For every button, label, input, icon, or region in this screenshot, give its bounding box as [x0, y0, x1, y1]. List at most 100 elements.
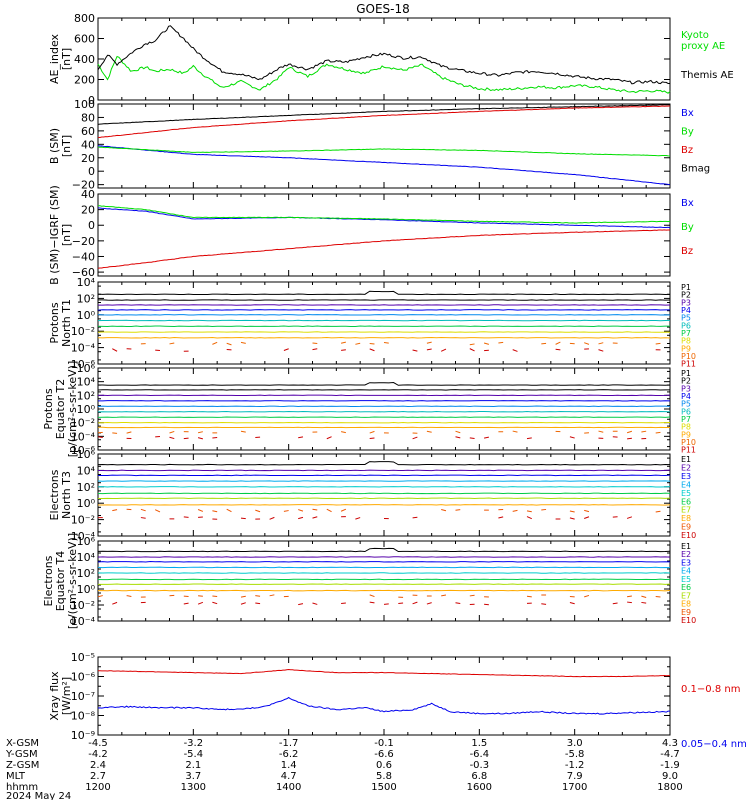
series-E9-segment — [570, 511, 575, 512]
series-E10-segment — [212, 602, 217, 603]
series-P10-segment — [656, 432, 661, 433]
y-tick-label: 600 — [74, 33, 95, 46]
series-P10-segment — [212, 342, 217, 344]
series-P10-segment — [370, 431, 375, 433]
legend-Bz: Bz — [681, 145, 693, 156]
y-tick-label: 60 — [81, 125, 95, 138]
series-E10-segment — [413, 517, 418, 518]
legend-Bx: Bx — [681, 198, 694, 209]
y-axis-label: [p/(cm²-s-sr-keV)] — [66, 361, 79, 458]
y-tick-label: 10⁰ — [77, 497, 96, 510]
series-By — [98, 206, 670, 223]
orbit-value-z: 1.4 — [281, 760, 297, 771]
orbit-value-z: -1.9 — [660, 760, 680, 771]
orbit-value-hhmm: 1500 — [371, 782, 396, 793]
series-P10-segment — [627, 431, 632, 432]
orbit-value-hhmm: 1800 — [657, 782, 682, 793]
legend-E10: E10 — [681, 616, 696, 625]
series-P10-segment — [541, 343, 546, 344]
y-tick-label: 10⁻² — [71, 325, 95, 338]
y-tick-label: 10⁻⁷ — [71, 690, 95, 703]
series-E10-segment — [270, 517, 275, 519]
series-P11-segment — [198, 438, 203, 439]
y-tick-label: 10⁻⁴ — [71, 342, 96, 355]
series-E9-segment — [470, 595, 475, 596]
series-P10-segment — [384, 342, 389, 343]
legend-Bmag: Bmag — [681, 164, 710, 175]
orbit-value-y: -6.4 — [470, 749, 490, 760]
series-E9-segment — [527, 596, 532, 597]
y-tick-label: 10⁶ — [77, 362, 96, 375]
series-P10-segment — [456, 431, 461, 433]
series-P1 — [98, 383, 670, 386]
orbit-value-z: 2.1 — [185, 760, 201, 771]
series-E10-segment — [498, 517, 503, 518]
series-E9-segment — [441, 595, 446, 596]
orbit-value-x: 1.5 — [471, 738, 487, 749]
y-tick-label: 10⁴ — [77, 551, 96, 564]
orbit-value-x: -0.1 — [374, 738, 394, 749]
series-P10-segment — [127, 432, 132, 433]
legend-Kyoto-proxy-AE: Kyoto — [681, 30, 709, 41]
series-E10-segment — [627, 602, 632, 603]
legend-E10: E10 — [681, 531, 696, 540]
series-P10-segment — [427, 431, 432, 432]
y-tick-label: 10⁴ — [77, 376, 96, 389]
series-P10-segment — [498, 342, 503, 343]
series-E9-segment — [270, 595, 275, 596]
series-E10-segment — [298, 517, 303, 518]
y-tick-label: 400 — [74, 53, 95, 66]
series-P11-segment — [556, 349, 561, 350]
series-E9-segment — [141, 509, 146, 511]
series-E9-segment — [112, 510, 117, 511]
series-E9-segment — [584, 510, 589, 511]
series-P11-segment — [184, 438, 189, 439]
series-P10-segment — [170, 431, 175, 433]
legend-P11: P11 — [681, 446, 696, 455]
orbit-value-hhmm: 1700 — [562, 782, 587, 793]
series-E10-segment — [570, 603, 575, 604]
orbit-value-mlt: 4.7 — [281, 771, 297, 782]
y-axis-label: [nT] — [60, 48, 73, 70]
series-E10-segment — [355, 518, 360, 520]
series-P10-segment — [355, 343, 360, 344]
series-E10-segment — [541, 604, 546, 605]
series-E10-segment — [241, 603, 246, 605]
series-E9-segment — [198, 509, 203, 511]
y-axis-label: [nT] — [60, 224, 73, 246]
orbit-value-y: -4.2 — [88, 749, 108, 760]
series-E9-segment — [284, 511, 289, 512]
series-E9-segment — [98, 596, 103, 597]
series-E9-segment — [298, 510, 303, 512]
orbit-value-x: 4.3 — [662, 738, 678, 749]
orbit-value-mlt: 3.7 — [185, 771, 201, 782]
series-P10-segment — [170, 343, 175, 344]
panel-frame — [98, 368, 670, 450]
series-Kyoto-proxy-AE — [98, 56, 670, 93]
series-P10-segment — [584, 343, 589, 345]
y-axis-label: North T3 — [60, 471, 73, 519]
y-tick-label: 10² — [77, 567, 95, 580]
y-tick-label: −40 — [72, 250, 95, 263]
orbit-value-y: -6.2 — [279, 749, 299, 760]
orbit-value-z: 2.4 — [90, 760, 106, 771]
series-E9-segment — [255, 596, 260, 597]
legend-Kyoto-proxy-AE: proxy AE — [681, 41, 725, 52]
orbit-value-mlt: 5.8 — [376, 771, 392, 782]
series-E9-segment — [527, 511, 532, 512]
series-P11-segment — [513, 350, 518, 352]
series-E9-segment — [155, 510, 160, 512]
panel-frame — [98, 454, 670, 536]
series-E10-segment — [613, 603, 618, 604]
series-P11-segment — [527, 438, 532, 439]
y-tick-label: 10² — [77, 389, 95, 402]
y-tick-label: 10⁰ — [77, 583, 96, 596]
y-tick-label: 10⁶ — [77, 448, 96, 461]
